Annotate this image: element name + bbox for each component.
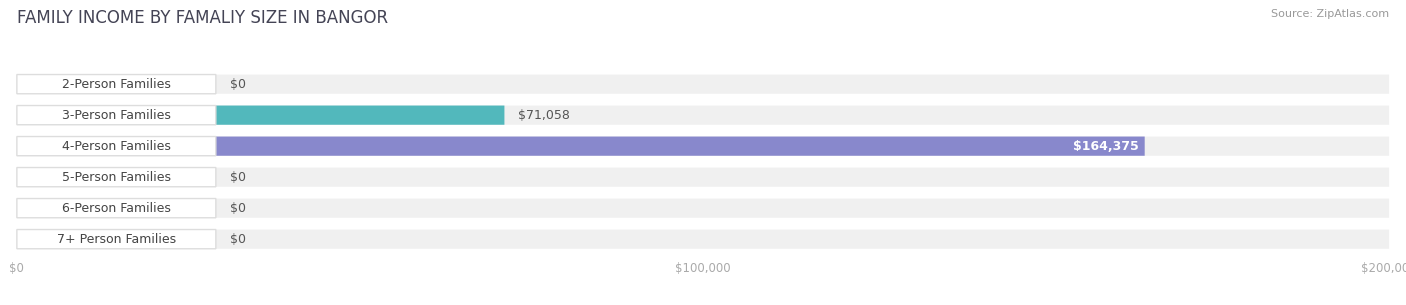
FancyBboxPatch shape xyxy=(17,106,217,125)
FancyBboxPatch shape xyxy=(17,106,1389,125)
FancyBboxPatch shape xyxy=(17,74,1389,94)
FancyBboxPatch shape xyxy=(17,137,1389,156)
FancyBboxPatch shape xyxy=(17,230,1389,249)
FancyBboxPatch shape xyxy=(17,167,217,187)
Text: 2-Person Families: 2-Person Families xyxy=(62,78,170,91)
Text: 3-Person Families: 3-Person Families xyxy=(62,109,170,122)
FancyBboxPatch shape xyxy=(17,137,1144,156)
FancyBboxPatch shape xyxy=(17,106,505,125)
FancyBboxPatch shape xyxy=(17,167,1389,187)
Text: 6-Person Families: 6-Person Families xyxy=(62,202,170,215)
Text: $0: $0 xyxy=(229,171,246,184)
Text: $0: $0 xyxy=(229,78,246,91)
FancyBboxPatch shape xyxy=(17,230,217,249)
Text: $0: $0 xyxy=(229,233,246,246)
FancyBboxPatch shape xyxy=(17,199,1389,218)
Text: $0: $0 xyxy=(229,202,246,215)
Text: 5-Person Families: 5-Person Families xyxy=(62,171,172,184)
FancyBboxPatch shape xyxy=(17,137,217,156)
FancyBboxPatch shape xyxy=(17,74,217,94)
Text: FAMILY INCOME BY FAMALIY SIZE IN BANGOR: FAMILY INCOME BY FAMALIY SIZE IN BANGOR xyxy=(17,9,388,27)
Text: $164,375: $164,375 xyxy=(1073,140,1139,152)
Text: 4-Person Families: 4-Person Families xyxy=(62,140,170,152)
Text: $71,058: $71,058 xyxy=(519,109,569,122)
FancyBboxPatch shape xyxy=(17,199,217,218)
Text: 7+ Person Families: 7+ Person Families xyxy=(56,233,176,246)
Text: Source: ZipAtlas.com: Source: ZipAtlas.com xyxy=(1271,9,1389,19)
